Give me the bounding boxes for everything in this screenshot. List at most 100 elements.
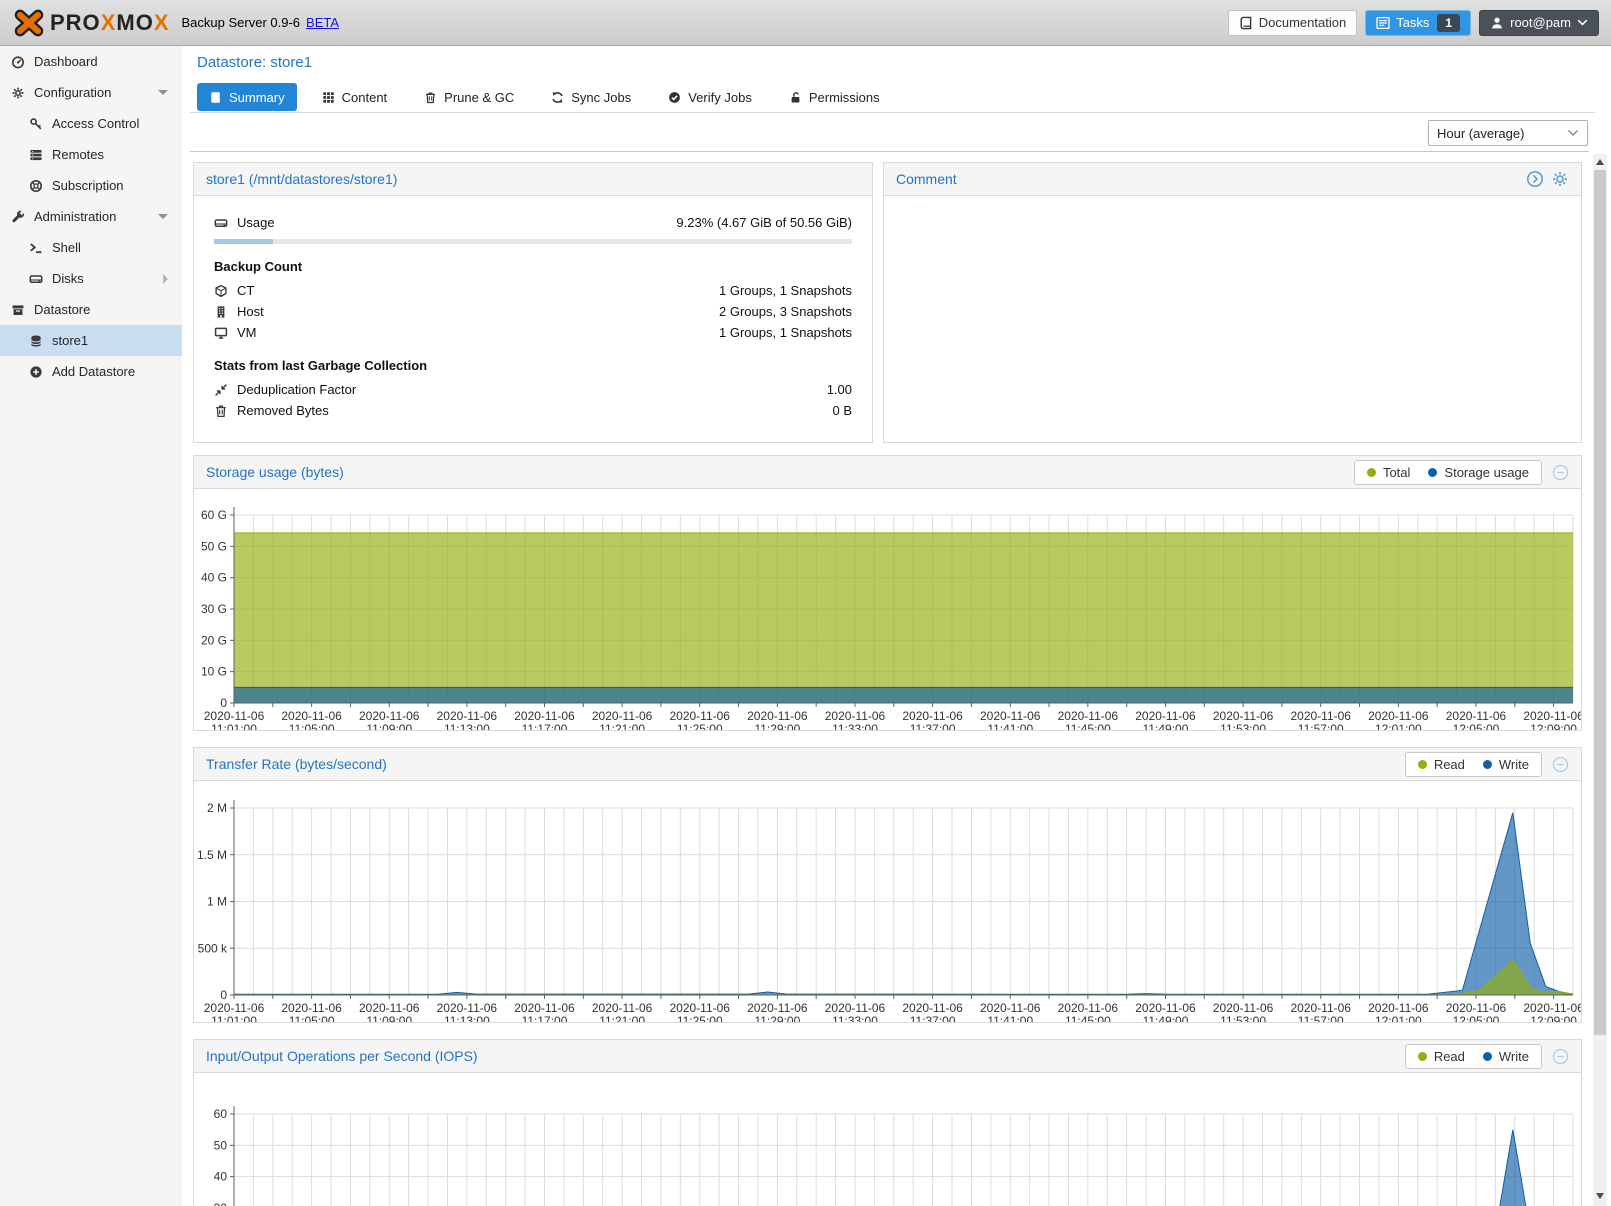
svg-text:2020-11-06: 2020-11-06 bbox=[281, 1001, 342, 1015]
svg-text:2020-11-06: 2020-11-06 bbox=[980, 1001, 1041, 1015]
sidebar-item-subscription[interactable]: Subscription bbox=[0, 170, 182, 201]
svg-text:40: 40 bbox=[214, 1170, 228, 1184]
svg-text:0: 0 bbox=[220, 988, 227, 1002]
collapse-arrow-icon[interactable] bbox=[158, 90, 168, 95]
desktop-icon bbox=[214, 327, 228, 339]
legend-item-total[interactable]: Total bbox=[1366, 465, 1410, 480]
svg-text:0: 0 bbox=[220, 696, 227, 710]
proxmox-x-icon bbox=[14, 9, 44, 36]
trash-icon bbox=[426, 91, 436, 103]
sidebar-item-shell[interactable]: Shell bbox=[0, 232, 182, 263]
chevron-down-icon bbox=[1577, 19, 1588, 26]
svg-text:2020-11-06: 2020-11-06 bbox=[437, 709, 498, 723]
tab-permissions[interactable]: Permissions bbox=[777, 83, 892, 111]
svg-text:11:29:00: 11:29:00 bbox=[754, 1014, 800, 1022]
usage-row: Usage 9.23% (4.67 GiB of 50.56 GiB) bbox=[214, 212, 852, 233]
panel-body: Usage 9.23% (4.67 GiB of 50.56 GiB) Back… bbox=[194, 196, 872, 421]
panel-title: Input/Output Operations per Second (IOPS… bbox=[206, 1048, 478, 1064]
chart-legend: Total Storage usage bbox=[1353, 459, 1542, 485]
legend-item-write[interactable]: Write bbox=[1482, 757, 1529, 772]
collapse-minus-icon[interactable] bbox=[1552, 1048, 1569, 1065]
comment-body[interactable] bbox=[884, 196, 1581, 442]
collapse-arrow-icon[interactable] bbox=[158, 214, 168, 219]
svg-text:50: 50 bbox=[214, 1138, 228, 1152]
panel-title: store1 (/mnt/datastores/store1) bbox=[206, 171, 398, 187]
scroll-down-arrow-icon[interactable] bbox=[1596, 1193, 1604, 1199]
legend-dot bbox=[1482, 759, 1492, 769]
svg-text:11:13:00: 11:13:00 bbox=[444, 722, 490, 730]
edit-chevron-circle-icon[interactable] bbox=[1526, 170, 1544, 188]
legend-item-write[interactable]: Write bbox=[1482, 1049, 1529, 1064]
svg-text:2020-11-06: 2020-11-06 bbox=[747, 709, 808, 723]
tasks-count-badge: 1 bbox=[1437, 13, 1461, 32]
page-title: Datastore: store1 bbox=[197, 54, 313, 71]
life-ring-icon bbox=[29, 179, 43, 192]
book-icon bbox=[211, 91, 220, 103]
svg-text:2020-11-06: 2020-11-06 bbox=[1446, 1001, 1507, 1015]
documentation-button[interactable]: Documentation bbox=[1227, 9, 1358, 36]
sidebar-item-dashboard[interactable]: Dashboard bbox=[0, 46, 182, 77]
sidebar-item-store1[interactable]: store1 bbox=[0, 325, 182, 356]
svg-text:12:01:00: 12:01:00 bbox=[1375, 1014, 1422, 1022]
iops-chart: 01020304050602020-11-0611:01:002020-11-0… bbox=[194, 1073, 1581, 1206]
sidebar-item-remotes[interactable]: Remotes bbox=[0, 139, 182, 170]
svg-text:60 G: 60 G bbox=[201, 508, 227, 522]
svg-text:1.5 M: 1.5 M bbox=[197, 848, 227, 862]
scrollbar-thumb[interactable] bbox=[1594, 170, 1606, 1035]
backup-count-heading: Backup Count bbox=[214, 259, 303, 274]
svg-text:11:29:00: 11:29:00 bbox=[754, 722, 800, 730]
time-range-select[interactable]: Hour (average) bbox=[1428, 120, 1588, 146]
expand-arrow-icon[interactable] bbox=[163, 273, 168, 284]
sidebar-item-disks[interactable]: Disks bbox=[0, 263, 182, 294]
chevron-down-icon bbox=[1568, 130, 1578, 136]
legend-item-storage-usage[interactable]: Storage usage bbox=[1428, 465, 1529, 480]
legend-dot bbox=[1417, 1051, 1427, 1061]
panel-header: Input/Output Operations per Second (IOPS… bbox=[194, 1040, 1581, 1073]
legend-item-read[interactable]: Read bbox=[1417, 757, 1465, 772]
svg-text:11:53:00: 11:53:00 bbox=[1220, 722, 1266, 730]
svg-text:2020-11-06: 2020-11-06 bbox=[359, 1001, 420, 1015]
svg-text:2020-11-06: 2020-11-06 bbox=[1058, 709, 1119, 723]
sidebar-item-access-control[interactable]: Access Control bbox=[0, 108, 182, 139]
svg-text:11:01:00: 11:01:00 bbox=[211, 722, 257, 730]
tasks-button[interactable]: Tasks 1 bbox=[1365, 9, 1472, 36]
usage-progress-fill bbox=[214, 239, 273, 244]
collapse-minus-icon[interactable] bbox=[1552, 464, 1569, 481]
svg-text:11:45:00: 11:45:00 bbox=[1065, 722, 1111, 730]
tab-summary[interactable]: Summary bbox=[197, 83, 297, 111]
svg-text:11:01:00: 11:01:00 bbox=[211, 1014, 257, 1022]
collapse-minus-icon[interactable] bbox=[1552, 756, 1569, 773]
user-menu-button[interactable]: root@pam bbox=[1479, 9, 1599, 36]
sidebar-item-configuration[interactable]: Configuration bbox=[0, 77, 182, 108]
book-icon bbox=[1240, 16, 1252, 29]
tab-verify-jobs[interactable]: Verify Jobs bbox=[656, 83, 764, 111]
database-icon bbox=[30, 335, 42, 346]
legend-dot bbox=[1366, 467, 1376, 477]
sidebar-item-add-datastore[interactable]: Add Datastore bbox=[0, 356, 182, 387]
cube-icon bbox=[215, 284, 227, 297]
vertical-scrollbar[interactable] bbox=[1593, 154, 1607, 1206]
svg-text:2020-11-06: 2020-11-06 bbox=[1135, 1001, 1196, 1015]
svg-text:11:09:00: 11:09:00 bbox=[366, 722, 412, 730]
gear-icon[interactable] bbox=[1551, 170, 1569, 188]
sidebar-item-administration[interactable]: Administration bbox=[0, 201, 182, 232]
beta-link[interactable]: BETA bbox=[306, 15, 340, 30]
legend-dot bbox=[1417, 759, 1427, 769]
key-icon bbox=[30, 117, 42, 129]
tab-prune-gc[interactable]: Prune & GC bbox=[412, 83, 526, 111]
svg-text:2020-11-06: 2020-11-06 bbox=[1368, 709, 1429, 723]
sidebar-item-datastore[interactable]: Datastore bbox=[0, 294, 182, 325]
tab-sync-jobs[interactable]: Sync Jobs bbox=[539, 83, 643, 111]
svg-text:11:25:00: 11:25:00 bbox=[677, 1014, 723, 1022]
plus-circle-icon bbox=[30, 365, 42, 378]
svg-text:1 M: 1 M bbox=[207, 895, 227, 909]
unlock-icon bbox=[791, 91, 800, 103]
svg-text:11:41:00: 11:41:00 bbox=[987, 722, 1033, 730]
svg-text:2020-11-06: 2020-11-06 bbox=[825, 1001, 886, 1015]
legend-item-read[interactable]: Read bbox=[1417, 1049, 1465, 1064]
svg-text:11:45:00: 11:45:00 bbox=[1065, 1014, 1111, 1022]
svg-text:2020-11-06: 2020-11-06 bbox=[1290, 1001, 1351, 1015]
tab-content[interactable]: Content bbox=[310, 83, 400, 111]
sync-icon bbox=[552, 91, 563, 103]
scroll-up-arrow-icon[interactable] bbox=[1596, 159, 1604, 165]
